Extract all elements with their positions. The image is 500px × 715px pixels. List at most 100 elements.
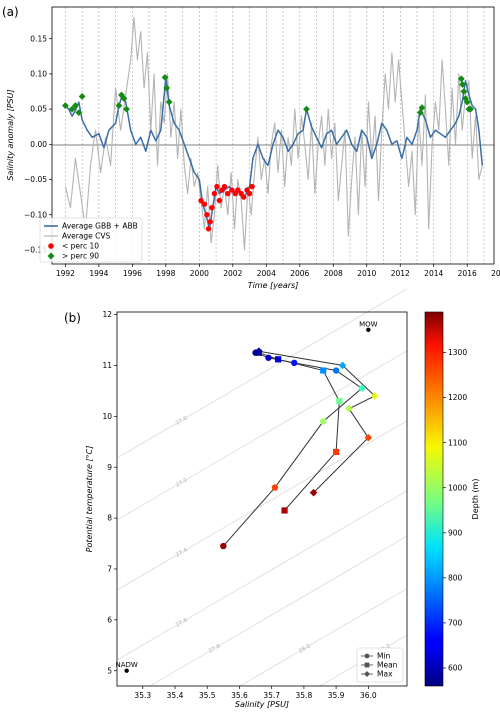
point-mean <box>336 397 343 405</box>
density-contour-line <box>239 588 408 687</box>
point-perc10 <box>198 197 204 204</box>
ref-label-mow: MOW <box>359 320 378 328</box>
density-contour-line <box>149 535 408 687</box>
point-perc90 <box>75 109 83 117</box>
x-tick-label: 2018 <box>491 269 500 278</box>
y-tick-label: 12 <box>102 310 112 319</box>
panel-a-cvs-series <box>64 17 483 251</box>
x-tick-label: 1992 <box>56 269 75 278</box>
panel-b-x-ticks: 35.3 35.4 35.5 35.6 35.7 35.8 35.9 36.0 <box>134 686 377 700</box>
colorbar-tick-label: 900 <box>448 528 463 537</box>
point-perc90 <box>459 81 466 88</box>
panel-b-density-contours: 27.027.227.427.627.828.028.2 <box>116 288 408 687</box>
point-perc10 <box>214 183 220 190</box>
ref-point-nadw <box>124 668 129 673</box>
panel-b-y-ticks: 5 6 7 8 9 10 11 12 <box>102 310 117 675</box>
x-tick-label: 1998 <box>156 269 175 278</box>
colorbar-tick-label: 600 <box>448 664 463 673</box>
x-tick-label: 2010 <box>357 269 376 278</box>
point-perc10 <box>229 187 235 193</box>
panel-b-legend: Min Mean Max <box>356 647 404 683</box>
point-perc90 <box>303 105 310 113</box>
panel-b-x-label: Salinity [PSU] <box>235 700 289 709</box>
point-min <box>291 359 298 367</box>
colorbar <box>424 311 444 687</box>
point-max <box>254 347 263 355</box>
legend-label-min: Min <box>377 652 391 661</box>
point-perc90 <box>68 105 76 113</box>
legend-swatch-perc10 <box>48 243 54 249</box>
ref-point-mow <box>366 327 371 333</box>
density-contour-label: 27.8 <box>208 643 222 655</box>
point-mean <box>275 356 282 363</box>
legend-label-cvs: Average CVS <box>62 232 111 241</box>
point-perc90 <box>163 84 171 92</box>
point-perc10 <box>201 201 208 207</box>
point-perc90 <box>165 98 173 106</box>
legend-label-gbb: Average GBB + ABB <box>62 222 138 231</box>
x-tick-label: 2016 <box>458 269 477 278</box>
panel-a-x-ticks: 1992 1994 1996 1998 2000 2002 2004 2006 2008 2010… <box>56 264 500 278</box>
y-tick-label: 7 <box>107 565 112 574</box>
y-tick-label: 11 <box>102 361 112 370</box>
colorbar-tick-label: 1100 <box>448 438 467 447</box>
x-tick-label: 2000 <box>190 269 209 278</box>
density-contour-line <box>116 288 408 459</box>
profile-line-mean <box>258 352 340 511</box>
point-max <box>338 361 347 370</box>
y-tick-label: 6 <box>107 615 112 624</box>
point-min <box>358 385 366 392</box>
point-perc10 <box>235 187 241 193</box>
density-contour-line <box>116 420 408 591</box>
x-tick-label: 1994 <box>89 269 108 278</box>
point-mean <box>333 448 340 456</box>
point-min <box>220 542 227 550</box>
point-perc10 <box>241 194 247 200</box>
panel-a-y-label: Salinity anomaly [PSU] <box>6 89 15 180</box>
x-tick-label: 2008 <box>324 269 343 278</box>
density-contour-label: 28.0 <box>298 643 312 655</box>
point-perc90 <box>115 102 123 109</box>
y-tick-label: 0.05 <box>30 105 47 114</box>
x-tick-label: 2002 <box>223 269 242 278</box>
y-tick-label: −0.05 <box>24 175 47 184</box>
panel-a-perc10-points <box>198 183 255 232</box>
x-tick-label: 2004 <box>257 269 276 278</box>
legend-marker-mean <box>364 662 370 668</box>
point-max <box>345 404 353 413</box>
x-tick-label: 35.3 <box>134 691 151 700</box>
panel-a-legend: Average GBB + ABB Average CVS < perc 10 … <box>39 217 143 263</box>
panel-a-legend-box <box>39 217 143 263</box>
colorbar-tick-label: 700 <box>448 619 463 628</box>
point-perc10 <box>209 204 215 211</box>
y-tick-label: −0.10 <box>24 210 47 219</box>
point-perc90 <box>61 102 69 109</box>
density-contour-label: 27.2 <box>175 477 189 488</box>
x-tick-label: 36.0 <box>360 691 377 700</box>
panel-a-label: (a) <box>2 5 19 19</box>
x-tick-label: 2014 <box>424 269 443 278</box>
legend-label-perc90: > perc 90 <box>62 252 99 261</box>
legend-label-max: Max <box>377 670 393 679</box>
point-max <box>364 433 373 442</box>
point-perc90 <box>460 88 468 95</box>
point-min <box>320 418 327 425</box>
panel-b-y-label: Potential temperature [°C] <box>85 446 94 553</box>
point-perc90 <box>418 104 426 112</box>
legend-swatch-perc90 <box>47 252 55 260</box>
point-min <box>332 367 340 374</box>
point-perc10 <box>211 190 218 197</box>
point-mean <box>320 367 327 374</box>
series-line-avg-cvs <box>64 17 483 251</box>
density-contour-line <box>116 350 408 521</box>
panel-a-frame <box>51 6 495 265</box>
series-line-avg-gbb-abb <box>64 76 484 230</box>
y-tick-label: 0.15 <box>30 34 47 43</box>
point-perc10 <box>221 183 228 190</box>
point-perc90 <box>72 102 79 109</box>
point-max <box>370 392 379 400</box>
point-perc10 <box>249 183 255 190</box>
panel-a-x-label: Time [years] <box>248 281 299 290</box>
panel-b-frame <box>116 311 408 687</box>
